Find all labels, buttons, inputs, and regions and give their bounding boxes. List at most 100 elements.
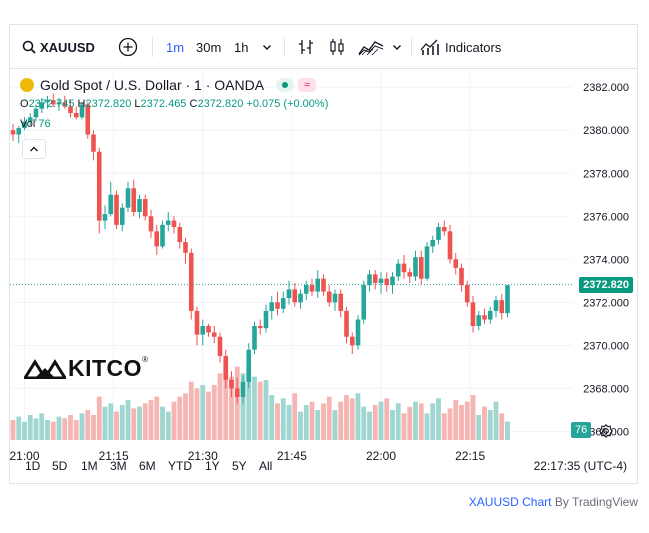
range-all[interactable]: All <box>259 459 273 473</box>
volume-bar <box>338 401 344 440</box>
candle-body <box>79 104 85 118</box>
indicators-button[interactable]: Indicators <box>420 35 501 59</box>
close-value: 2372.820 <box>197 98 244 110</box>
settings-button[interactable] <box>599 423 613 443</box>
candle-body <box>303 285 309 294</box>
price-tick-label: 2382.000 <box>583 82 629 94</box>
volume-bar <box>27 415 33 440</box>
range-3m[interactable]: 3M <box>110 459 127 473</box>
candle-body <box>505 285 510 314</box>
collapse-legend-button[interactable] <box>22 139 46 159</box>
area-style-button[interactable] <box>358 35 384 59</box>
candle-body <box>338 293 344 311</box>
time-tick-label: 21:00 <box>10 449 40 463</box>
volume-bar <box>62 418 68 440</box>
candle-body <box>332 293 338 303</box>
volume-bar <box>45 420 50 440</box>
toolbar-divider <box>284 37 285 57</box>
volume-bar <box>217 373 223 440</box>
volume-bar <box>493 401 499 440</box>
candle-body <box>286 289 292 299</box>
symbol-label: XAUUSD <box>40 39 95 55</box>
interval-1h[interactable]: 1h <box>234 39 249 55</box>
chart-type-dropdown[interactable] <box>392 35 402 59</box>
volume-bar <box>326 396 332 440</box>
candle-body <box>418 257 424 279</box>
interval-30m[interactable]: 30m <box>196 39 222 55</box>
volume-bar <box>280 398 286 440</box>
price-chart[interactable]: 2382.000 2380.000 2378.000 2376.000 2374.000… <box>10 70 637 484</box>
volume-bar <box>470 395 476 440</box>
candle-body <box>206 325 211 333</box>
time-tick-label: 21:15 <box>99 449 129 463</box>
range-1m[interactable]: 1M <box>81 459 98 473</box>
volume-readout: Vol 76 <box>20 118 51 130</box>
bars-style-button[interactable] <box>297 35 315 59</box>
candles-style-button[interactable] <box>328 35 346 59</box>
range-5y[interactable]: 5Y <box>232 459 247 473</box>
change-value: +0.075 (+0.00%) <box>246 98 329 110</box>
candle-body <box>401 263 407 273</box>
symbol-search[interactable]: XAUUSD <box>22 35 95 59</box>
volume-bar <box>349 398 355 440</box>
candle-body <box>309 285 315 292</box>
interval-dropdown[interactable] <box>262 35 272 59</box>
candle-body <box>108 194 114 215</box>
candle-body <box>395 263 401 277</box>
candle-body <box>390 276 395 286</box>
candle-body <box>378 278 384 283</box>
candle-body <box>413 257 418 277</box>
candle-body <box>183 242 188 253</box>
price-axis: 2382.000 2380.000 2378.000 2376.000 2374.000… <box>583 82 629 438</box>
volume-bar <box>119 405 125 440</box>
interval-1m[interactable]: 1m <box>166 39 185 55</box>
compare-symbol-button[interactable] <box>118 35 138 59</box>
volume-bar <box>160 406 165 440</box>
candle-body <box>91 134 96 152</box>
market-open-icon <box>276 78 295 92</box>
candle-body <box>45 100 50 103</box>
candle-body <box>194 310 200 335</box>
price-tick-label: 2372.000 <box>583 297 629 309</box>
volume-bar <box>39 413 45 440</box>
candle-body <box>482 315 487 320</box>
chevron-down-icon <box>393 45 401 50</box>
range-ytd[interactable]: YTD <box>168 459 192 473</box>
volume-bar <box>240 373 246 440</box>
candle-body <box>188 252 194 311</box>
candle-body <box>10 130 16 135</box>
volume-bar <box>188 381 194 440</box>
indicators-label: Indicators <box>445 39 502 55</box>
volume-bar <box>108 403 114 440</box>
candle-body <box>349 336 355 346</box>
candles <box>10 93 510 404</box>
candle-body <box>119 207 125 225</box>
candle-body <box>102 214 108 221</box>
range-bar: 1D 5D 1M 3M 6M YTD 1Y 5Y All 22:17:35 (U… <box>10 451 637 485</box>
range-5d[interactable]: 5D <box>52 459 68 473</box>
price-tick-label: 2370.000 <box>583 340 629 352</box>
candle-body <box>372 274 378 283</box>
gold-coin-icon <box>20 78 34 92</box>
candle-body <box>344 310 349 337</box>
high-value: 2372.820 <box>85 98 132 110</box>
candle-body <box>33 108 39 118</box>
volume-value: 76 <box>38 118 51 130</box>
range-1y[interactable]: 1Y <box>205 459 220 473</box>
range-1d[interactable]: 1D <box>25 459 41 473</box>
candle-body <box>27 117 33 122</box>
clock-timezone[interactable]: 22:17:35 (UTC-4) <box>533 459 627 473</box>
volume-bar <box>372 405 378 440</box>
grid <box>10 70 572 440</box>
candle-body <box>447 231 453 260</box>
range-6m[interactable]: 6M <box>139 459 156 473</box>
candle-body <box>252 325 257 350</box>
candle-body <box>16 128 22 135</box>
candle-body <box>292 289 298 303</box>
candle-body <box>39 102 45 109</box>
attribution[interactable]: XAUUSD Chart By TradingView <box>468 495 638 509</box>
candle-body <box>257 325 263 329</box>
volume-bar <box>378 401 384 440</box>
candle-body <box>361 285 367 320</box>
volume-bar <box>459 405 464 440</box>
